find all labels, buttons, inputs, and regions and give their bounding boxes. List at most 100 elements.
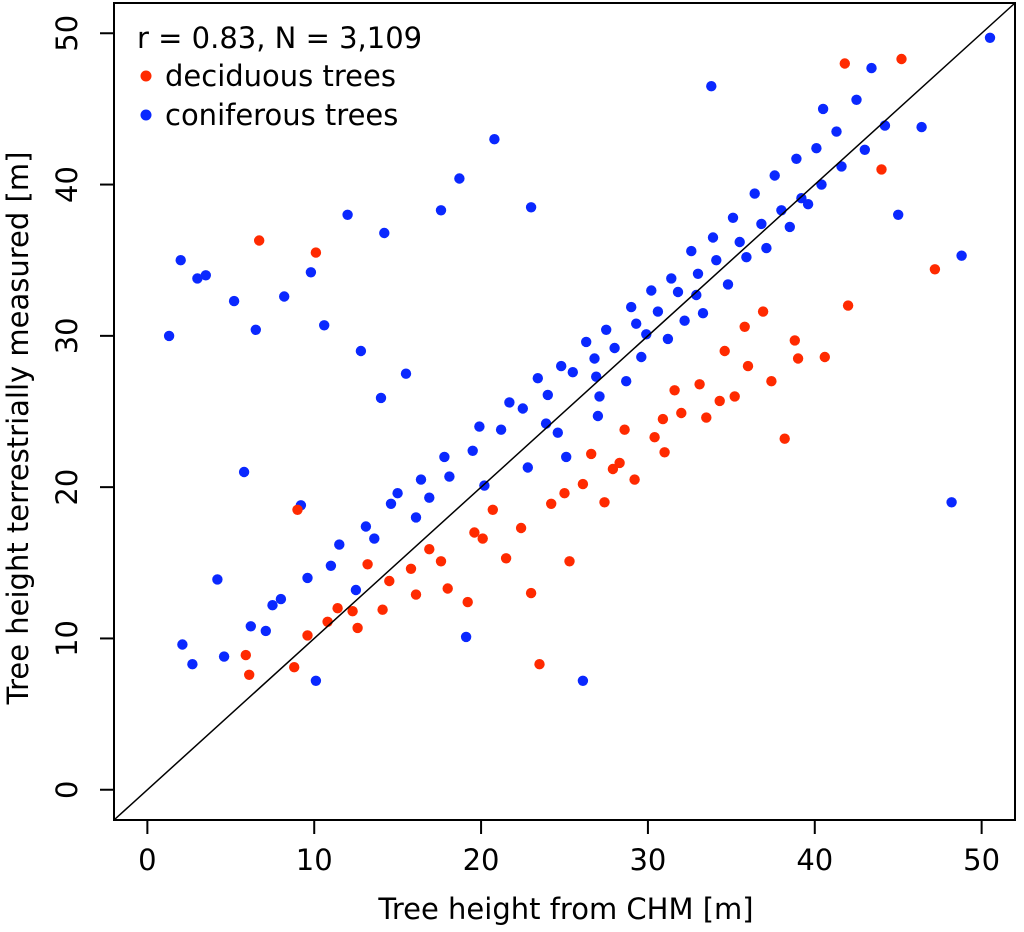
- data-point: [929, 264, 941, 275]
- data-point: [601, 324, 612, 335]
- data-point: [275, 593, 287, 605]
- data-point: [734, 236, 745, 248]
- x-axis: 0 10 20 30 40 50: [138, 820, 1000, 877]
- data-point: [556, 360, 567, 372]
- data-point: [621, 376, 632, 387]
- data-point: [454, 173, 465, 184]
- one-to-one-reference-line: [113, 2, 1016, 821]
- y-tick-label: 50: [50, 15, 84, 52]
- data-point: [659, 447, 670, 458]
- data-point: [607, 463, 619, 475]
- data-point: [707, 232, 719, 243]
- data-point: [851, 94, 862, 106]
- data-point: [362, 559, 373, 570]
- y-tick-label: 40: [50, 166, 84, 203]
- legend: deciduous trees coniferous trees: [140, 59, 398, 132]
- data-point: [722, 279, 734, 290]
- data-point: [238, 466, 250, 478]
- data-point: [662, 333, 674, 345]
- data-point: [467, 445, 478, 456]
- data-point: [435, 556, 447, 567]
- data-point: [375, 392, 387, 404]
- data-point: [254, 235, 265, 246]
- data-point: [819, 351, 830, 363]
- data-point: [384, 575, 395, 587]
- data-point: [325, 560, 337, 571]
- data-point: [522, 462, 533, 473]
- data-point: [629, 474, 640, 485]
- data-point: [292, 504, 303, 515]
- data-point: [444, 471, 455, 482]
- legend-label-coniferous: coniferous trees: [165, 98, 398, 132]
- y-tick-label: 30: [50, 317, 84, 354]
- data-point: [749, 188, 760, 199]
- data-point: [355, 345, 367, 357]
- data-point: [310, 247, 322, 258]
- y-tick-label: 0: [50, 781, 84, 799]
- y-tick-label: 20: [50, 469, 84, 506]
- data-point: [672, 286, 684, 298]
- data-point: [460, 631, 472, 643]
- data-point: [200, 270, 211, 281]
- data-point: [424, 544, 435, 555]
- data-point: [410, 512, 422, 523]
- correlation-annotation: r = 0.83, N = 3,109: [137, 21, 422, 55]
- data-point: [405, 563, 417, 574]
- data-point: [946, 497, 957, 508]
- data-point: [479, 480, 490, 491]
- data-point: [591, 371, 602, 382]
- data-point: [342, 209, 353, 220]
- data-point: [816, 179, 827, 190]
- data-point: [245, 621, 256, 632]
- data-point: [400, 368, 412, 379]
- data-point: [469, 527, 480, 538]
- data-point: [250, 324, 261, 335]
- data-point: [302, 630, 313, 641]
- data-point: [691, 289, 702, 301]
- data-point: [679, 315, 690, 326]
- data-point: [581, 336, 592, 348]
- data-point: [534, 659, 545, 670]
- data-point: [177, 639, 188, 650]
- data-point: [657, 413, 669, 425]
- data-point: [462, 596, 473, 608]
- data-point: [192, 273, 203, 284]
- data-point: [916, 121, 927, 133]
- data-point: [676, 407, 687, 419]
- data-point: [701, 412, 712, 423]
- data-point: [369, 533, 380, 544]
- data-point: [515, 522, 527, 534]
- data-point: [392, 488, 403, 499]
- plot-frame: [113, 2, 1016, 821]
- data-point: [792, 353, 804, 364]
- data-point: [577, 675, 589, 686]
- data-point: [385, 498, 397, 509]
- data-point: [609, 342, 620, 354]
- data-point: [332, 603, 343, 614]
- data-point: [666, 273, 677, 284]
- data-point: [302, 572, 313, 584]
- data-point: [559, 488, 570, 499]
- x-tick-label: 50: [963, 843, 1000, 877]
- data-point: [791, 153, 802, 164]
- data-point: [561, 451, 572, 463]
- data-point: [350, 584, 362, 596]
- data-point: [784, 221, 795, 233]
- data-point: [489, 134, 500, 145]
- data-point: [546, 498, 557, 509]
- data-point: [811, 143, 822, 154]
- data-point: [279, 291, 290, 302]
- data-point: [240, 649, 251, 661]
- data-point: [477, 533, 488, 544]
- data-point: [719, 345, 730, 357]
- data-point: [641, 329, 652, 340]
- data-point: [244, 669, 255, 680]
- data-point: [686, 245, 697, 257]
- data-point: [956, 250, 967, 261]
- data-point: [415, 474, 427, 485]
- data-point: [187, 659, 198, 670]
- data-point: [567, 367, 578, 378]
- data-point: [594, 391, 605, 402]
